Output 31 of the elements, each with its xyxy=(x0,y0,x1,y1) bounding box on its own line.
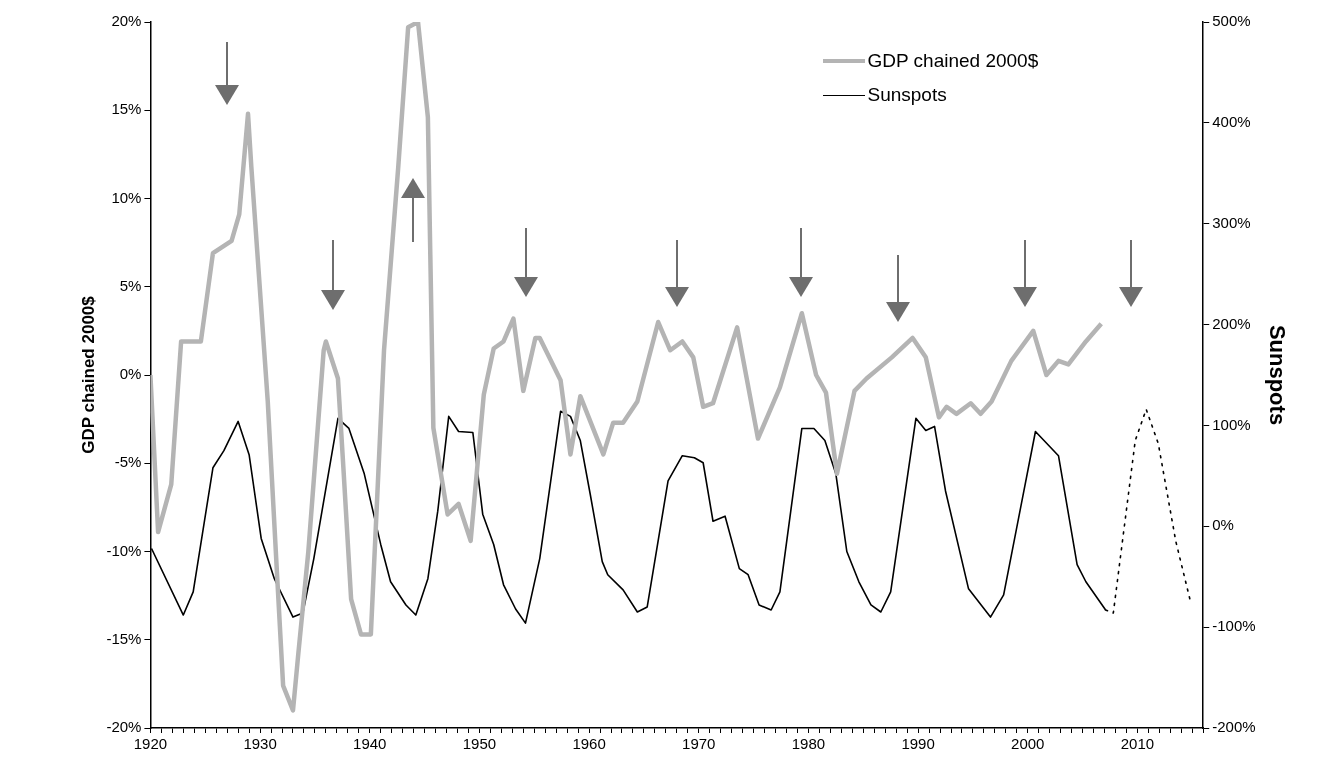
y2-tick-label: 400% xyxy=(1212,113,1251,130)
x-tick-label: 1970 xyxy=(682,735,716,753)
y-axis-title: GDP chained 2000$ xyxy=(78,295,98,454)
y2-tick-label: 100% xyxy=(1212,415,1251,433)
legend-label: Sunspots xyxy=(867,84,947,106)
x-tick-label: 1980 xyxy=(791,735,826,753)
y2-tick-label: 500% xyxy=(1212,12,1251,30)
x-tick-label: 1950 xyxy=(462,735,497,753)
y-tick-label: -15% xyxy=(106,629,142,647)
x-tick-label: 1960 xyxy=(572,735,606,753)
x-tick-label: 1920 xyxy=(133,735,168,753)
y-tick-label: 20% xyxy=(111,12,142,30)
y2-tick-label: -100% xyxy=(1212,617,1256,635)
x-tick-label: 2000 xyxy=(1011,735,1045,753)
y-tick-label: -10% xyxy=(106,541,142,559)
y2-tick-label: 300% xyxy=(1212,213,1251,231)
y-tick-label: 0% xyxy=(119,365,142,383)
x-tick-label: 1940 xyxy=(353,735,387,753)
y-tick-label: -20% xyxy=(106,718,142,736)
legend-label: GDP chained 2000$ xyxy=(867,50,1039,72)
y-tick-label: 15% xyxy=(111,100,142,118)
y2-tick-label: 200% xyxy=(1212,314,1251,332)
x-tick-label: 1930 xyxy=(243,735,277,753)
y-tick-label: 5% xyxy=(119,276,142,294)
y2-tick-label: -200% xyxy=(1212,718,1256,736)
y-tick-label: 10% xyxy=(111,188,142,206)
y-tick-label: -5% xyxy=(114,453,142,471)
y2-tick-label: 0% xyxy=(1212,516,1234,534)
x-tick-label: 1990 xyxy=(901,735,935,753)
x-tick-label: 2010 xyxy=(1120,735,1155,753)
y2-axis-title: Sunspots xyxy=(1264,324,1290,426)
